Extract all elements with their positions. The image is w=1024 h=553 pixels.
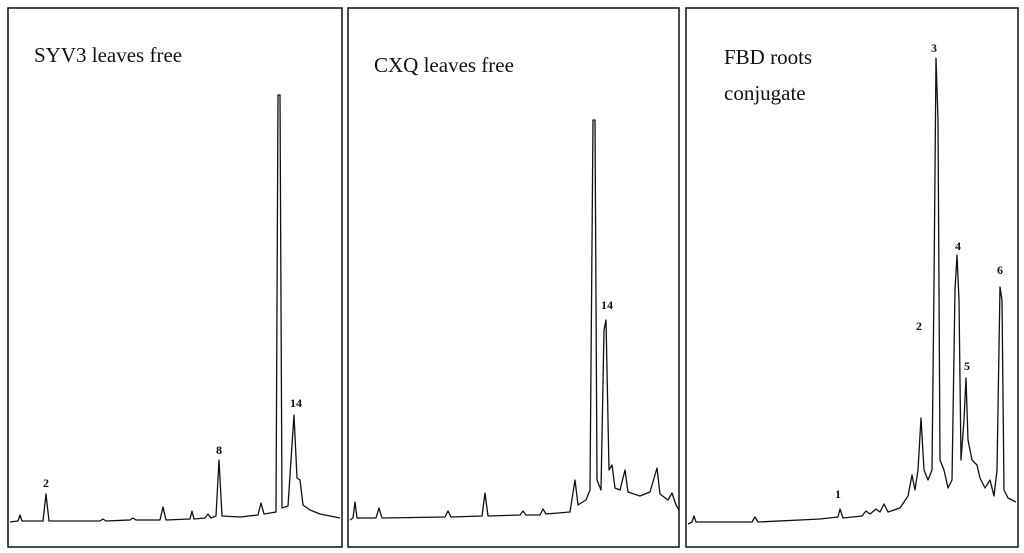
peak-label: 14 xyxy=(601,298,613,312)
peak-label: 8 xyxy=(216,443,222,457)
peak-label: 4 xyxy=(955,239,961,253)
panel-frame xyxy=(347,7,680,548)
panel-frame xyxy=(685,7,1019,548)
chromatogram-trace xyxy=(9,94,341,523)
panel-frame xyxy=(7,7,343,548)
chromatogram-trace xyxy=(349,119,680,521)
peak-label: 14 xyxy=(290,396,302,410)
peak-label: 1 xyxy=(835,487,841,501)
peak-label: 2 xyxy=(916,319,922,333)
panel-title: conjugate xyxy=(724,81,806,105)
panel-title: FBD roots xyxy=(724,45,812,69)
peak-label: 2 xyxy=(43,476,49,490)
peak-label: 6 xyxy=(997,263,1003,277)
panel-title: CXQ leaves free xyxy=(374,53,514,77)
chromatogram-trace xyxy=(687,57,1017,525)
peak-label: 3 xyxy=(931,41,937,55)
peak-label: 5 xyxy=(964,359,970,373)
panel-title: SYV3 leaves free xyxy=(34,43,182,67)
